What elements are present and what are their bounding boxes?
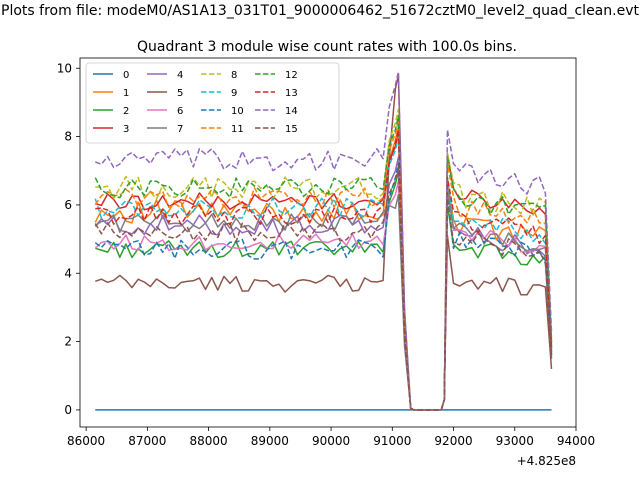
- series-line-5: [95, 74, 553, 411]
- legend-label-5: 5: [177, 88, 183, 99]
- legend-label-9: 9: [231, 88, 237, 99]
- x-tick-label: 86000: [67, 434, 105, 448]
- legend-label-4: 4: [177, 70, 183, 81]
- legend-label-3: 3: [123, 124, 129, 135]
- series-line-3: [95, 132, 553, 411]
- legend-label-10: 10: [231, 106, 244, 117]
- plot-frame: [79, 57, 577, 428]
- series-line-1: [94, 125, 553, 411]
- series-line-2: [95, 170, 553, 411]
- series-line-8: [95, 108, 553, 411]
- legend-label-1: 1: [123, 88, 129, 99]
- legend-label-13: 13: [285, 88, 298, 99]
- x-tick-label: 89000: [251, 434, 289, 448]
- y-tick-label: 0: [64, 403, 72, 417]
- legend-label-0: 0: [123, 70, 129, 81]
- x-tick-label: 88000: [189, 434, 227, 448]
- legend-label-6: 6: [177, 106, 183, 117]
- y-tick-label: 8: [64, 130, 72, 144]
- series-line-9: [94, 135, 553, 411]
- x-tick-label: 94000: [557, 434, 595, 448]
- y-tick-label: 2: [64, 335, 72, 349]
- legend-label-2: 2: [123, 106, 129, 117]
- x-tick-label: 93000: [496, 434, 534, 448]
- series-line-6: [94, 180, 553, 411]
- y-tick-label: 6: [64, 198, 72, 212]
- series-layer: [94, 70, 553, 411]
- figure-suptitle: Plots from file: modeM0/AS1A13_031T01_90…: [1, 3, 639, 19]
- chart-title: Quadrant 3 module wise count rates with …: [137, 39, 517, 55]
- series-line-14: [95, 70, 553, 411]
- legend-label-14: 14: [285, 106, 298, 117]
- legend-label-8: 8: [231, 70, 237, 81]
- x-tick-label: 92000: [434, 434, 472, 448]
- series-line-7: [94, 187, 553, 411]
- legend-label-7: 7: [177, 124, 183, 135]
- y-tick-label: 10: [57, 61, 72, 75]
- x-tick-label: 87000: [128, 434, 166, 448]
- axes-layer: 86000 87000 88000 89000 90000 91000 92000 93000…: [57, 57, 595, 448]
- series-line-12: [94, 115, 553, 411]
- legend-label-11: 11: [231, 124, 244, 135]
- x-offset-label: +4.825e8: [517, 454, 576, 468]
- x-tick-label: 90000: [312, 434, 350, 448]
- legend-label-12: 12: [285, 70, 298, 81]
- series-line-15: [94, 166, 553, 411]
- x-tick-label: 91000: [373, 434, 411, 448]
- y-tick-label: 4: [64, 266, 72, 280]
- legend-box: [85, 62, 340, 144]
- legend-label-15: 15: [285, 124, 298, 135]
- series-line-13: [95, 129, 553, 411]
- series-line-11: [94, 118, 553, 411]
